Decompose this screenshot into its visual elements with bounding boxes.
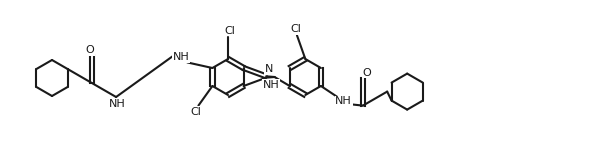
Text: Cl: Cl — [190, 107, 201, 117]
Text: Cl: Cl — [290, 24, 301, 34]
Text: NH: NH — [109, 99, 125, 109]
Text: O: O — [362, 68, 371, 78]
Text: NH: NH — [173, 52, 190, 62]
Text: N: N — [265, 64, 273, 74]
Text: NH: NH — [263, 80, 279, 90]
Text: NH: NH — [335, 96, 352, 106]
Text: Cl: Cl — [225, 26, 235, 36]
Text: O: O — [85, 45, 94, 55]
